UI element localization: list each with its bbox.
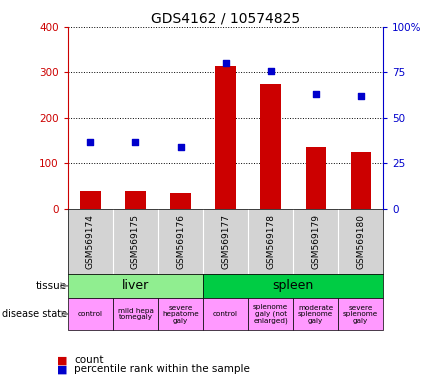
Bar [125,191,145,209]
Bar [80,191,101,209]
Text: ■: ■ [57,364,67,374]
Bar [170,193,191,209]
Text: count: count [74,355,104,365]
Point [267,68,274,74]
Bar [68,298,113,330]
Text: GSM569176: GSM569176 [176,214,185,269]
Text: GSM569179: GSM569179 [311,214,320,269]
Text: spleen: spleen [272,279,314,292]
Bar [306,147,326,209]
Text: severe
splenome
galy: severe splenome galy [343,305,378,324]
Bar [68,274,203,298]
Bar [350,152,371,209]
Bar [158,298,203,330]
Point [222,60,229,66]
Bar [203,298,248,330]
Bar [293,298,338,330]
Text: GSM569175: GSM569175 [131,214,140,269]
Bar [338,298,383,330]
Text: GSM569178: GSM569178 [266,214,275,269]
Text: mild hepa
tomegaly: mild hepa tomegaly [117,308,153,320]
Bar [248,298,293,330]
Text: GSM569180: GSM569180 [356,214,365,269]
Text: liver: liver [122,279,149,292]
Text: control: control [78,311,103,317]
Title: GDS4162 / 10574825: GDS4162 / 10574825 [151,12,300,26]
Bar [203,274,383,298]
Text: control: control [213,311,238,317]
Bar [261,84,281,209]
Text: splenome
galy (not
enlarged): splenome galy (not enlarged) [253,304,288,324]
Bar [113,298,158,330]
Text: moderate
splenome
galy: moderate splenome galy [298,305,333,324]
Text: percentile rank within the sample: percentile rank within the sample [74,364,251,374]
Point [312,91,319,97]
Text: ■: ■ [57,355,67,365]
Text: GSM569174: GSM569174 [86,214,95,269]
Text: tissue: tissue [36,281,67,291]
Point [132,139,139,145]
Point [357,93,364,99]
Text: severe
hepatome
galy: severe hepatome galy [162,305,199,324]
Text: disease state: disease state [2,309,67,319]
Point [87,139,94,145]
Bar [215,66,236,209]
Point [177,144,184,150]
Text: GSM569177: GSM569177 [221,214,230,269]
